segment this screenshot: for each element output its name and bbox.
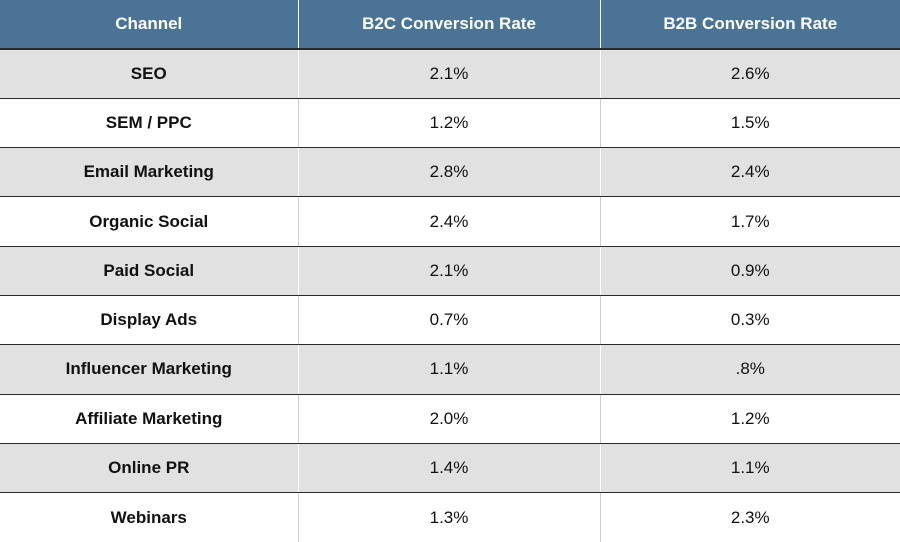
b2c-rate-cell: 1.4% bbox=[298, 443, 601, 494]
channel-cell: Webinars bbox=[0, 492, 299, 542]
table-row: Paid Social 2.1% 0.9% bbox=[0, 246, 900, 296]
channel-cell: Organic Social bbox=[0, 196, 299, 247]
b2c-rate-cell: 1.2% bbox=[298, 98, 601, 149]
header-b2b-conversion-rate: B2B Conversion Rate bbox=[600, 0, 900, 50]
b2b-rate-cell: 2.6% bbox=[600, 49, 900, 99]
channel-cell: Paid Social bbox=[0, 246, 299, 296]
b2c-rate-cell: 2.1% bbox=[298, 246, 601, 296]
table-row: Influencer Marketing 1.1% .8% bbox=[0, 344, 900, 395]
table-row: Online PR 1.4% 1.1% bbox=[0, 443, 900, 494]
header-channel: Channel bbox=[0, 0, 299, 50]
table-row: Affiliate Marketing 2.0% 1.2% bbox=[0, 394, 900, 444]
channel-cell: SEM / PPC bbox=[0, 98, 299, 149]
table-header: Channel B2C Conversion Rate B2B Conversi… bbox=[0, 0, 900, 50]
table-row: Organic Social 2.4% 1.7% bbox=[0, 196, 900, 247]
b2c-rate-cell: 0.7% bbox=[298, 295, 601, 346]
channel-cell: Influencer Marketing bbox=[0, 344, 299, 395]
b2b-rate-cell: 2.4% bbox=[600, 147, 900, 198]
b2b-rate-cell: 0.9% bbox=[600, 246, 900, 296]
b2b-rate-cell: 0.3% bbox=[600, 295, 900, 346]
b2b-rate-cell: 2.3% bbox=[600, 492, 900, 542]
channel-cell: Display Ads bbox=[0, 295, 299, 346]
b2c-rate-cell: 2.1% bbox=[298, 49, 601, 99]
table-row: SEM / PPC 1.2% 1.5% bbox=[0, 98, 900, 149]
header-row: Channel B2C Conversion Rate B2B Conversi… bbox=[0, 0, 900, 50]
header-b2c-conversion-rate: B2C Conversion Rate bbox=[298, 0, 601, 50]
table-row: Email Marketing 2.8% 2.4% bbox=[0, 147, 900, 198]
table-row: SEO 2.1% 2.6% bbox=[0, 49, 900, 99]
b2c-rate-cell: 2.8% bbox=[298, 147, 601, 198]
b2b-rate-cell: 1.1% bbox=[600, 443, 900, 494]
b2c-rate-cell: 2.0% bbox=[298, 394, 601, 444]
table-row: Webinars 1.3% 2.3% bbox=[0, 492, 900, 542]
channel-cell: SEO bbox=[0, 49, 299, 99]
channel-cell: Affiliate Marketing bbox=[0, 394, 299, 444]
channel-cell: Online PR bbox=[0, 443, 299, 494]
b2b-rate-cell: 1.2% bbox=[600, 394, 900, 444]
b2b-rate-cell: .8% bbox=[600, 344, 900, 395]
table-body: SEO 2.1% 2.6% SEM / PPC 1.2% 1.5% Email Market… bbox=[0, 49, 900, 542]
channel-cell: Email Marketing bbox=[0, 147, 299, 198]
b2b-rate-cell: 1.7% bbox=[600, 196, 900, 247]
b2b-rate-cell: 1.5% bbox=[600, 98, 900, 149]
table-row: Display Ads 0.7% 0.3% bbox=[0, 295, 900, 346]
b2c-rate-cell: 1.3% bbox=[298, 492, 601, 542]
b2c-rate-cell: 2.4% bbox=[298, 196, 601, 247]
b2c-rate-cell: 1.1% bbox=[298, 344, 601, 395]
